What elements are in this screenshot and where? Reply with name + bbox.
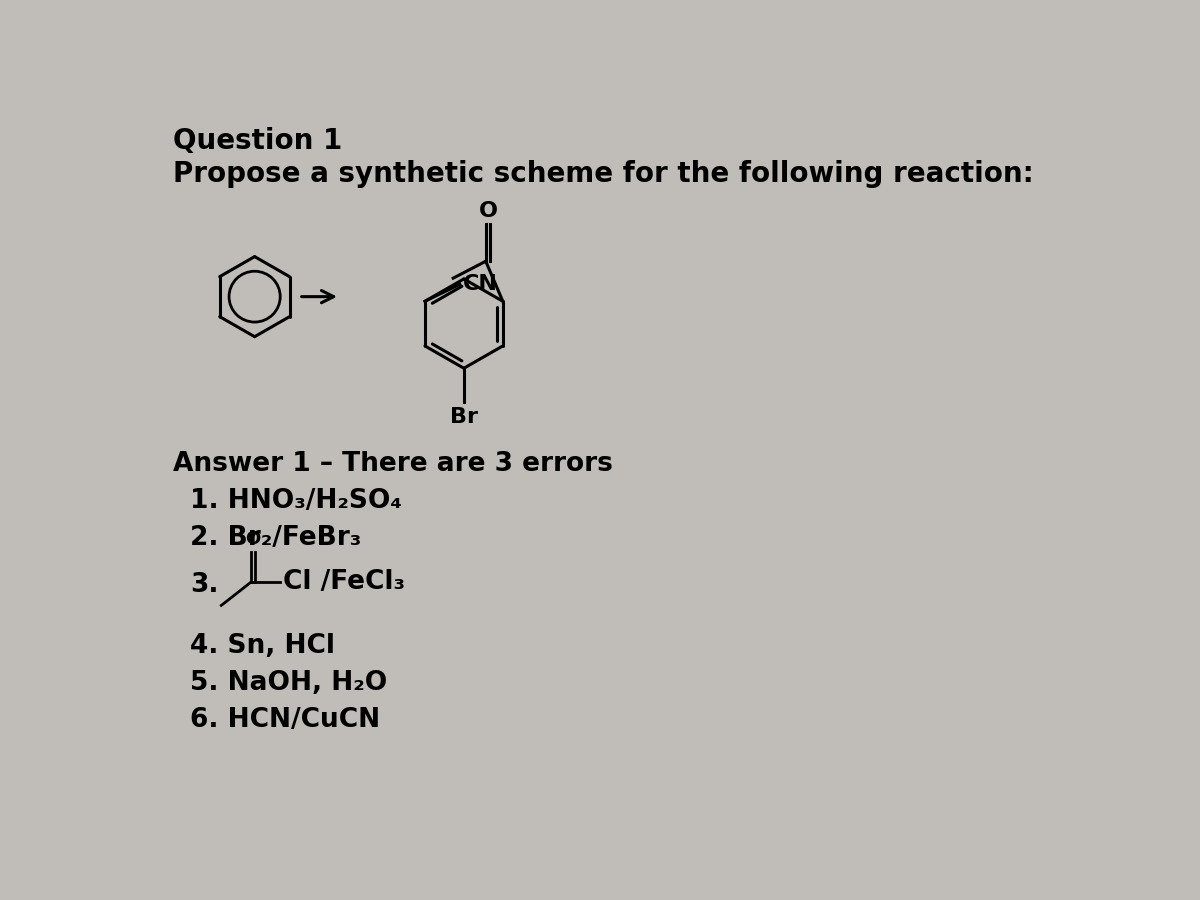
Text: 3.: 3.	[191, 572, 218, 598]
Text: 5. NaOH, H₂O: 5. NaOH, H₂O	[191, 670, 388, 696]
Text: Answer 1 – There are 3 errors: Answer 1 – There are 3 errors	[173, 451, 613, 477]
Text: O: O	[245, 530, 260, 548]
Text: O: O	[479, 202, 498, 221]
Text: Br: Br	[450, 407, 478, 427]
Text: 6. HCN/CuCN: 6. HCN/CuCN	[191, 707, 380, 733]
Text: Propose a synthetic scheme for the following reaction:: Propose a synthetic scheme for the follo…	[173, 160, 1034, 188]
Text: 2. Br₂/FeBr₃: 2. Br₂/FeBr₃	[191, 525, 361, 551]
Text: Question 1: Question 1	[173, 127, 342, 155]
Text: CN: CN	[463, 274, 498, 294]
Text: 4. Sn, HCl: 4. Sn, HCl	[191, 633, 335, 659]
Text: 1. HNO₃/H₂SO₄: 1. HNO₃/H₂SO₄	[191, 488, 402, 514]
Text: Cl /FeCl₃: Cl /FeCl₃	[283, 570, 406, 595]
